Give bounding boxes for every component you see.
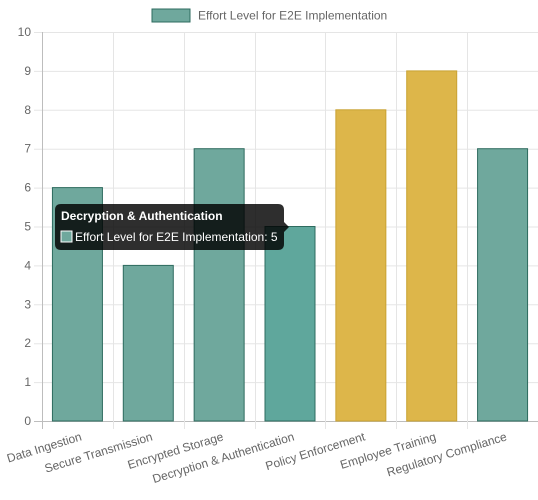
- legend[interactable]: Effort Level for E2E Implementation: [151, 8, 387, 23]
- x-tick-label: Regulatory Compliance: [385, 429, 509, 479]
- y-tick-label: 5: [24, 220, 31, 234]
- y-tick-label: 8: [24, 103, 31, 117]
- bar[interactable]: [122, 264, 174, 422]
- tooltip: Decryption & Authentication Effort Level…: [55, 204, 289, 250]
- bar[interactable]: [477, 148, 529, 422]
- legend-swatch[interactable]: [151, 8, 191, 23]
- y-tick-label: 9: [24, 64, 31, 78]
- bar[interactable]: [335, 109, 387, 422]
- y-tick-label: 1: [24, 375, 31, 389]
- y-tick-label: 0: [24, 414, 31, 428]
- y-tick-label: 4: [24, 258, 31, 272]
- bar[interactable]: [406, 70, 458, 422]
- bars[interactable]: [51, 70, 529, 422]
- tooltip-swatch: [60, 230, 73, 243]
- y-axis-ticks: 0 1 2 3 4 5 6 7 8 9 10: [18, 25, 32, 428]
- y-tick-label: 2: [24, 336, 31, 350]
- tooltip-label: Effort Level for E2E Implementation: 5: [75, 230, 278, 244]
- y-tick-label: 6: [24, 181, 31, 195]
- bar[interactable]: [193, 148, 245, 422]
- tooltip-background: [55, 204, 289, 250]
- legend-label[interactable]: Effort Level for E2E Implementation: [198, 9, 387, 23]
- y-tick-label: 10: [18, 25, 32, 39]
- y-tick-label: 7: [24, 142, 31, 156]
- y-tick-label: 3: [24, 297, 31, 311]
- tooltip-title: Decryption & Authentication: [61, 209, 223, 223]
- bar[interactable]: [264, 226, 316, 422]
